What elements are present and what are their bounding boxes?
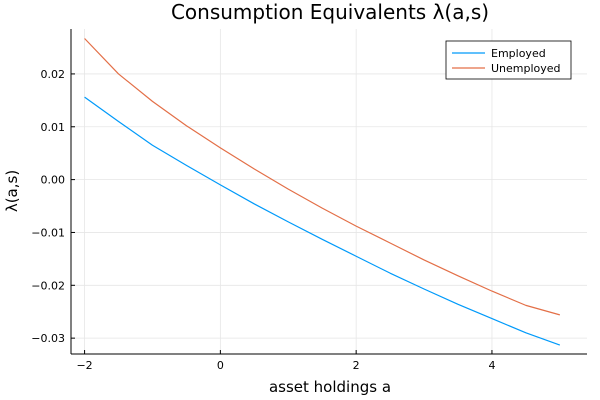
y-tick-label: −0.03 <box>31 332 65 345</box>
legend: Employed Unemployed <box>445 40 572 80</box>
y-axis-label: λ(a,s) <box>3 170 21 212</box>
series-layer <box>84 38 561 346</box>
ticks: −2 0 2 4 −0.03 −0.02 −0.01 0.00 0.01 0.02 <box>31 68 495 372</box>
y-tick-label: 0.00 <box>41 174 66 187</box>
x-tick-label: −2 <box>76 359 92 372</box>
series-line-unemployed <box>84 38 561 316</box>
series-line-employed <box>84 96 561 346</box>
legend-label-unemployed: Unemployed <box>491 62 561 75</box>
x-tick-label: 0 <box>217 359 224 372</box>
y-tick-label: −0.02 <box>31 279 65 292</box>
chart-title: Consumption Equivalents λ(a,s) <box>171 0 489 24</box>
x-tick-label: 4 <box>488 359 495 372</box>
x-axis-label: asset holdings a <box>269 378 391 396</box>
legend-label-employed: Employed <box>491 47 546 60</box>
y-tick-label: 0.01 <box>41 121 66 134</box>
x-tick-label: 2 <box>353 359 360 372</box>
y-tick-label: −0.01 <box>31 226 65 239</box>
y-tick-label: 0.02 <box>41 68 66 81</box>
legend-box <box>445 40 572 80</box>
